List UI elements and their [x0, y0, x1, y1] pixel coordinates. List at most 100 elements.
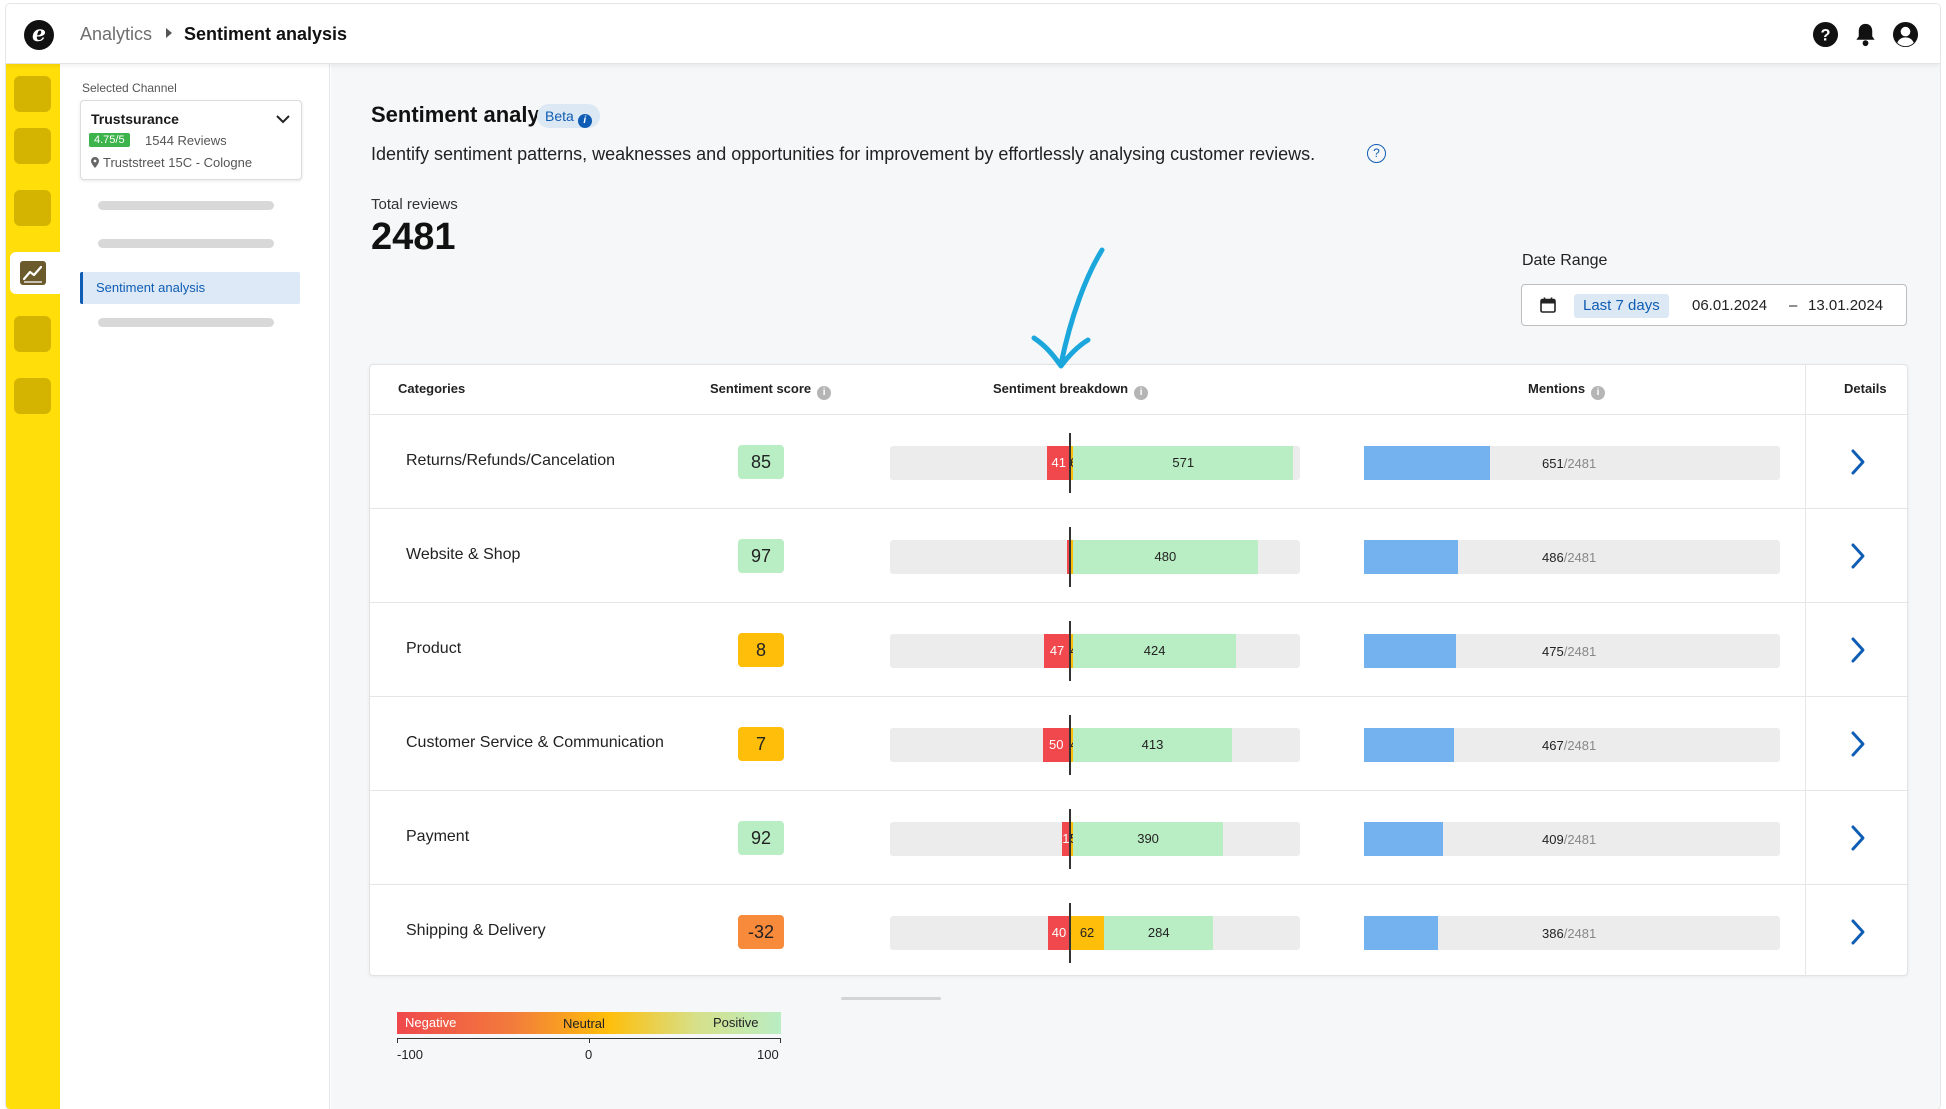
mentions-count: 475 — [1542, 644, 1564, 659]
sentiment-breakdown-bar: 504413 — [890, 728, 1300, 762]
legend-tick — [397, 1038, 398, 1043]
channel-selector[interactable]: Trustsurance 4.75/5 1544 Reviews Trustst… — [80, 100, 302, 180]
mentions-fill — [1364, 446, 1490, 480]
rail-button[interactable] — [14, 316, 51, 352]
sentiment-breakdown-bar: 145390 — [890, 822, 1300, 856]
beta-badge[interactable]: Beta i — [537, 104, 600, 128]
positive-segment: 413 — [1073, 728, 1232, 762]
table-row[interactable]: Product 8 474424 475/2481 — [370, 602, 1909, 696]
date-range-label: Date Range — [1522, 252, 1608, 269]
chevron-down-icon — [276, 115, 290, 124]
chevron-right-icon[interactable] — [1848, 542, 1868, 570]
date-preset-chip[interactable]: Last 7 days — [1574, 294, 1669, 318]
column-header-mentions: Mentions i — [1528, 381, 1606, 400]
table-row[interactable]: Website & Shop 97 480 486/2481 — [370, 508, 1909, 602]
table-row[interactable]: Payment 92 145390 409/2481 — [370, 790, 1909, 884]
sentiment-breakdown-bar: 474424 — [890, 634, 1300, 668]
sentiment-score-badge: 92 — [738, 821, 784, 855]
sidebar-item-sentiment-analysis[interactable]: Sentiment analysis — [80, 272, 300, 304]
legend-positive-label: Positive — [713, 1015, 759, 1030]
neutral-segment: 5 — [1070, 822, 1073, 856]
date-to[interactable]: 13.01.2024 — [1808, 297, 1884, 314]
chevron-right-icon[interactable] — [1848, 636, 1868, 664]
legend-tick-label: 100 — [757, 1047, 779, 1062]
column-header-details: Details — [1844, 381, 1887, 396]
legend-neutral-label: Neutral — [563, 1016, 605, 1031]
selected-channel-label: Selected Channel — [82, 81, 177, 95]
user-icon[interactable] — [1892, 21, 1919, 48]
total-reviews-value: 2481 — [371, 216, 456, 258]
column-header-label: Sentiment score — [710, 381, 812, 396]
column-header-label: Mentions — [1528, 381, 1586, 396]
breadcrumb-parent[interactable]: Analytics — [80, 24, 153, 44]
sentiment-legend: Negative Neutral Positive -100 0 100 — [397, 1012, 781, 1082]
rail-button[interactable] — [14, 378, 51, 414]
info-icon: i — [577, 114, 592, 128]
mentions-count: 409 — [1542, 832, 1564, 847]
mentions-bar: 386/2481 — [1364, 916, 1780, 950]
table-row[interactable]: Shipping & Delivery -32 40 62 284 386/2481 — [370, 884, 1909, 978]
category-name: Payment — [406, 828, 470, 845]
sentiment-breakdown-bar: 480 — [890, 540, 1300, 574]
help-circle-icon[interactable]: ? — [1367, 144, 1386, 163]
channel-reviews: 1544 Reviews — [145, 133, 227, 148]
table-row[interactable]: Customer Service & Communication75044134… — [370, 696, 1909, 790]
date-from[interactable]: 06.01.2024 — [1692, 297, 1768, 314]
positive-segment: 571 — [1073, 446, 1294, 480]
rail-button[interactable] — [14, 190, 51, 226]
nav-placeholder — [98, 318, 274, 327]
category-name: Customer Service & Communication — [406, 734, 664, 751]
info-icon[interactable]: i — [1591, 386, 1606, 400]
rail-button[interactable] — [14, 128, 51, 164]
category-name: Shipping & Delivery — [406, 922, 546, 939]
side-panel: Selected Channel Trustsurance 4.75/5 154… — [60, 64, 330, 1109]
mentions-total: /2481 — [1563, 644, 1597, 659]
negative-segment: 40 — [1048, 916, 1070, 950]
bell-icon[interactable] — [1852, 21, 1879, 48]
rail-button[interactable] — [14, 76, 51, 112]
sentiment-breakdown-bar: 40 62 284 — [890, 916, 1300, 950]
info-icon[interactable]: i — [817, 386, 832, 400]
chevron-right-icon[interactable] — [1848, 448, 1868, 476]
table-row[interactable]: Returns/Refunds/Cancelation 85 416571 651/2… — [370, 414, 1909, 508]
mentions-count: 486 — [1542, 550, 1564, 565]
neutral-segment: 6 — [1070, 446, 1074, 480]
breadcrumb-separator-icon — [166, 28, 172, 38]
mentions-label: 651/2481 — [1542, 456, 1596, 471]
annotation-arrow-icon — [1031, 247, 1105, 369]
mentions-fill — [1364, 822, 1443, 856]
sentiment-score-badge: 85 — [738, 445, 784, 479]
nav-placeholder — [98, 201, 274, 210]
neutral-axis-line — [1069, 433, 1071, 493]
chevron-right-icon[interactable] — [1848, 918, 1868, 946]
mentions-fill — [1364, 634, 1456, 668]
date-range-picker[interactable]: Last 7 days 06.01.2024 – 13.01.2024 — [1521, 284, 1907, 326]
info-icon[interactable]: i — [1134, 386, 1149, 400]
neutral-segment: 4 — [1070, 728, 1073, 762]
nav-placeholder — [98, 239, 274, 248]
column-header-categories: Categories — [398, 381, 466, 396]
category-name: Product — [406, 640, 462, 657]
app-logo[interactable]: e — [24, 20, 54, 50]
positive-segment: 390 — [1073, 822, 1224, 856]
mentions-fill — [1364, 728, 1455, 762]
mentions-total: /2481 — [1563, 832, 1597, 847]
category-name: Website & Shop — [406, 546, 521, 563]
channel-address: Truststreet 15C - Cologne — [91, 155, 252, 170]
horizontal-scrollbar[interactable] — [841, 997, 941, 1000]
mentions-bar: 409/2481 — [1364, 822, 1780, 856]
help-icon[interactable]: ? — [1812, 21, 1839, 48]
mentions-total: /2481 — [1563, 550, 1597, 565]
chevron-right-icon[interactable] — [1848, 824, 1868, 852]
mentions-label: 386/2481 — [1542, 926, 1596, 941]
mentions-count: 467 — [1542, 738, 1564, 753]
negative-segment: 50 — [1042, 728, 1070, 762]
column-header-sentiment-score: Sentiment score i — [710, 381, 832, 400]
sentiment-score-badge: 8 — [738, 633, 784, 667]
positive-segment: 480 — [1073, 540, 1258, 574]
mentions-total: /2481 — [1563, 456, 1597, 471]
negative-segment: 47 — [1044, 634, 1070, 668]
rail-button-analytics[interactable] — [10, 252, 60, 294]
mentions-bar: 651/2481 — [1364, 446, 1780, 480]
chevron-right-icon[interactable] — [1848, 730, 1868, 758]
